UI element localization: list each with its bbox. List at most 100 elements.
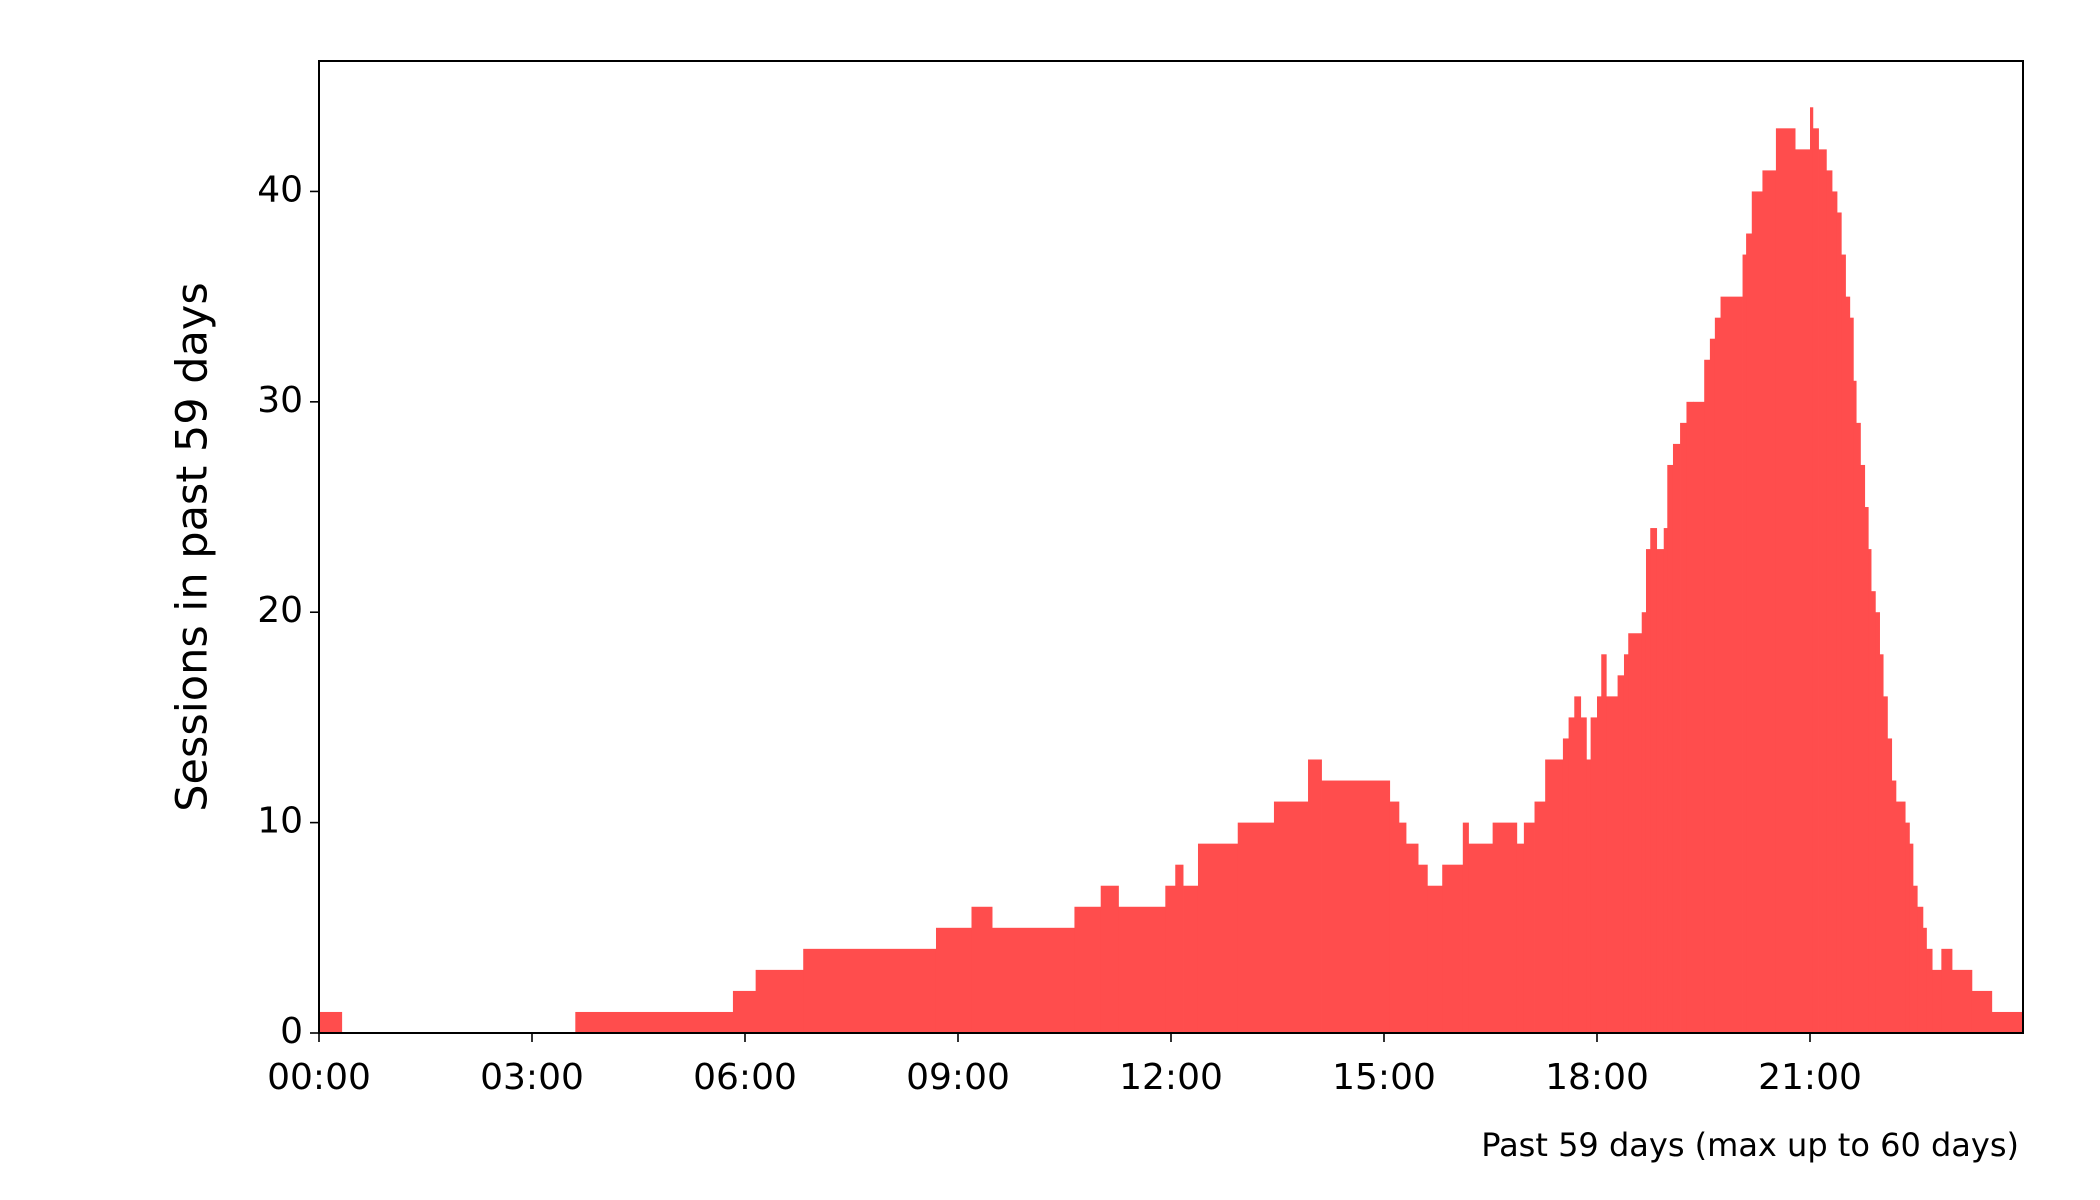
bar [1308, 759, 1322, 1033]
bar [1534, 801, 1546, 1033]
bar [1926, 948, 1933, 1033]
bar [1237, 822, 1275, 1033]
y-tick-label: 10 [257, 801, 303, 842]
bar [1845, 296, 1851, 1033]
bar [1909, 843, 1914, 1033]
bar [1812, 128, 1819, 1033]
bar [1868, 549, 1872, 1033]
bar [1686, 401, 1694, 1033]
bar [1836, 212, 1842, 1033]
bar [1742, 254, 1747, 1033]
bar [1562, 738, 1569, 1033]
bar [1841, 254, 1846, 1033]
bar [1183, 885, 1199, 1033]
bar [1905, 822, 1910, 1033]
x-tick-label: 18:00 [1545, 1057, 1649, 1098]
bar [1879, 654, 1884, 1033]
bar [1680, 422, 1687, 1033]
bar [1864, 507, 1869, 1033]
bar [803, 948, 937, 1033]
bar [1580, 717, 1587, 1033]
bar [1751, 191, 1763, 1034]
bar [1118, 906, 1166, 1033]
bar [1818, 149, 1827, 1033]
plot-frame [318, 60, 2024, 1034]
bar [1606, 696, 1618, 1033]
bar [1795, 149, 1811, 1033]
note: Past 59 days (max up to 60 days) [1481, 1126, 2019, 1164]
bar [755, 969, 804, 1033]
bar [575, 1011, 734, 1033]
bar [1586, 759, 1592, 1033]
x-tick-label: 09:00 [906, 1057, 1010, 1098]
y-tick-label: 40 [257, 169, 303, 210]
bar [1597, 696, 1602, 1033]
bar [1826, 170, 1833, 1034]
bar [1895, 801, 1906, 1033]
bar [1650, 528, 1658, 1033]
bar [1601, 654, 1607, 1033]
bar [1860, 464, 1866, 1033]
bar [1398, 822, 1407, 1033]
bar [971, 906, 993, 1033]
bar [1810, 107, 1814, 1034]
bar [1887, 738, 1893, 1033]
bar [1991, 1011, 2024, 1033]
bar [319, 1011, 343, 1033]
bar [1663, 528, 1668, 1033]
bar [1832, 191, 1838, 1034]
y-tick-label: 20 [257, 590, 303, 631]
bar [1917, 906, 1924, 1033]
x-tick-label: 06:00 [693, 1057, 797, 1098]
x-tick-label: 21:00 [1758, 1057, 1862, 1098]
bar [1617, 675, 1625, 1033]
bar [1746, 233, 1753, 1034]
bar [1672, 443, 1681, 1034]
x-tick-label: 12:00 [1119, 1057, 1223, 1098]
bar [732, 990, 757, 1033]
bar [1468, 843, 1494, 1033]
y-tick-label: 0 [280, 1011, 303, 1052]
bar [1912, 885, 1918, 1033]
bar [1932, 969, 1942, 1033]
bar [1273, 801, 1309, 1033]
bar [1645, 549, 1651, 1033]
bar [1492, 822, 1518, 1033]
bar [1856, 422, 1861, 1033]
bar [1709, 338, 1716, 1033]
bar [1442, 864, 1464, 1033]
bar [1175, 864, 1184, 1033]
bar [1883, 696, 1888, 1033]
bar [1875, 612, 1880, 1033]
bar [992, 927, 1075, 1033]
bar [1406, 843, 1419, 1033]
bar [935, 927, 972, 1033]
bar [1891, 780, 1897, 1033]
bar [1462, 822, 1469, 1033]
bar [1165, 885, 1176, 1033]
bar [1871, 591, 1876, 1033]
bar [1321, 780, 1391, 1033]
bar [1656, 549, 1665, 1033]
bar [1667, 464, 1674, 1033]
x-tick-label: 03:00 [480, 1057, 584, 1098]
x-tick-label: 15:00 [1332, 1057, 1436, 1098]
bar [1074, 906, 1102, 1033]
bar [1720, 296, 1743, 1033]
bar [1427, 885, 1443, 1033]
bar [1922, 927, 1927, 1033]
bar [1853, 380, 1857, 1033]
bar [1590, 717, 1598, 1033]
bar [1389, 801, 1400, 1033]
bar [1623, 654, 1629, 1033]
bar [1775, 128, 1796, 1033]
bar [1952, 969, 1973, 1033]
bar [1693, 401, 1705, 1033]
y-axis-label: Sessions in past 59 days [168, 282, 218, 811]
bar [1516, 843, 1525, 1033]
bar [1941, 948, 1953, 1033]
bar [1418, 864, 1428, 1033]
bar [1641, 612, 1647, 1033]
